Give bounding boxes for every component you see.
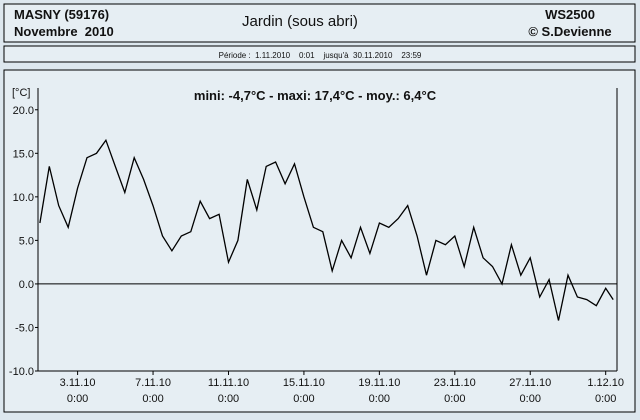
chart-title: mini: -4,7°C - maxi: 17,4°C - moy.: 6,4°… [194,88,437,103]
header-box [3,3,636,43]
author: © S.Devienne [528,24,611,39]
temperature-line [39,138,614,321]
y-tick-label: 20.0 [13,105,34,117]
period-box [3,45,636,63]
x-tick-label: 11.11.10 0:00 [208,377,249,405]
plot-box [3,69,636,413]
x-tick-label: 23.11.10 0:00 [434,377,476,405]
y-tick-label: 0.0 [19,279,34,291]
y-tick-label: 10.0 [13,192,34,204]
x-tick-label: 27.11.10 0:00 [509,377,551,405]
header-title: Jardin (sous abri) [242,13,358,30]
month: Novembre 2010 [14,24,114,39]
x-tick-label: 15.11.10 0:00 [283,377,325,405]
y-tick-label: 15.0 [13,148,34,160]
x-tick-label: 3.11.10 0:00 [60,377,96,405]
y-tick-label: -10.0 [9,366,34,378]
station: MASNY (59176) [14,7,109,22]
y-label: [°C] [12,87,30,99]
device: WS2500 [545,7,595,22]
y-tick-label: 5.0 [19,235,34,247]
period: Période : 1.11.2010 0:01 jusqu'à 30.11.2… [219,51,422,60]
x-tick-label: 1.12.10 0:00 [587,377,624,405]
y-tick-label: -5.0 [15,322,34,334]
x-tick-label: 19.11.10 0:00 [358,377,400,405]
x-tick-label: 7.11.10 0:00 [135,377,171,405]
